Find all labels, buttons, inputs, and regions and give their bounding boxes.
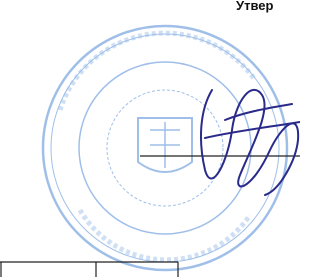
document-title: Утвер — [236, 0, 273, 13]
document-scan — [0, 0, 300, 277]
page: Утвер (() => { const data = JSON.parse(d… — [0, 0, 300, 277]
stamp-emblem-detail — [150, 122, 180, 168]
stamp-text-arc — [60, 33, 255, 110]
stamp-text-arc — [80, 210, 250, 260]
stamp — [43, 26, 287, 270]
